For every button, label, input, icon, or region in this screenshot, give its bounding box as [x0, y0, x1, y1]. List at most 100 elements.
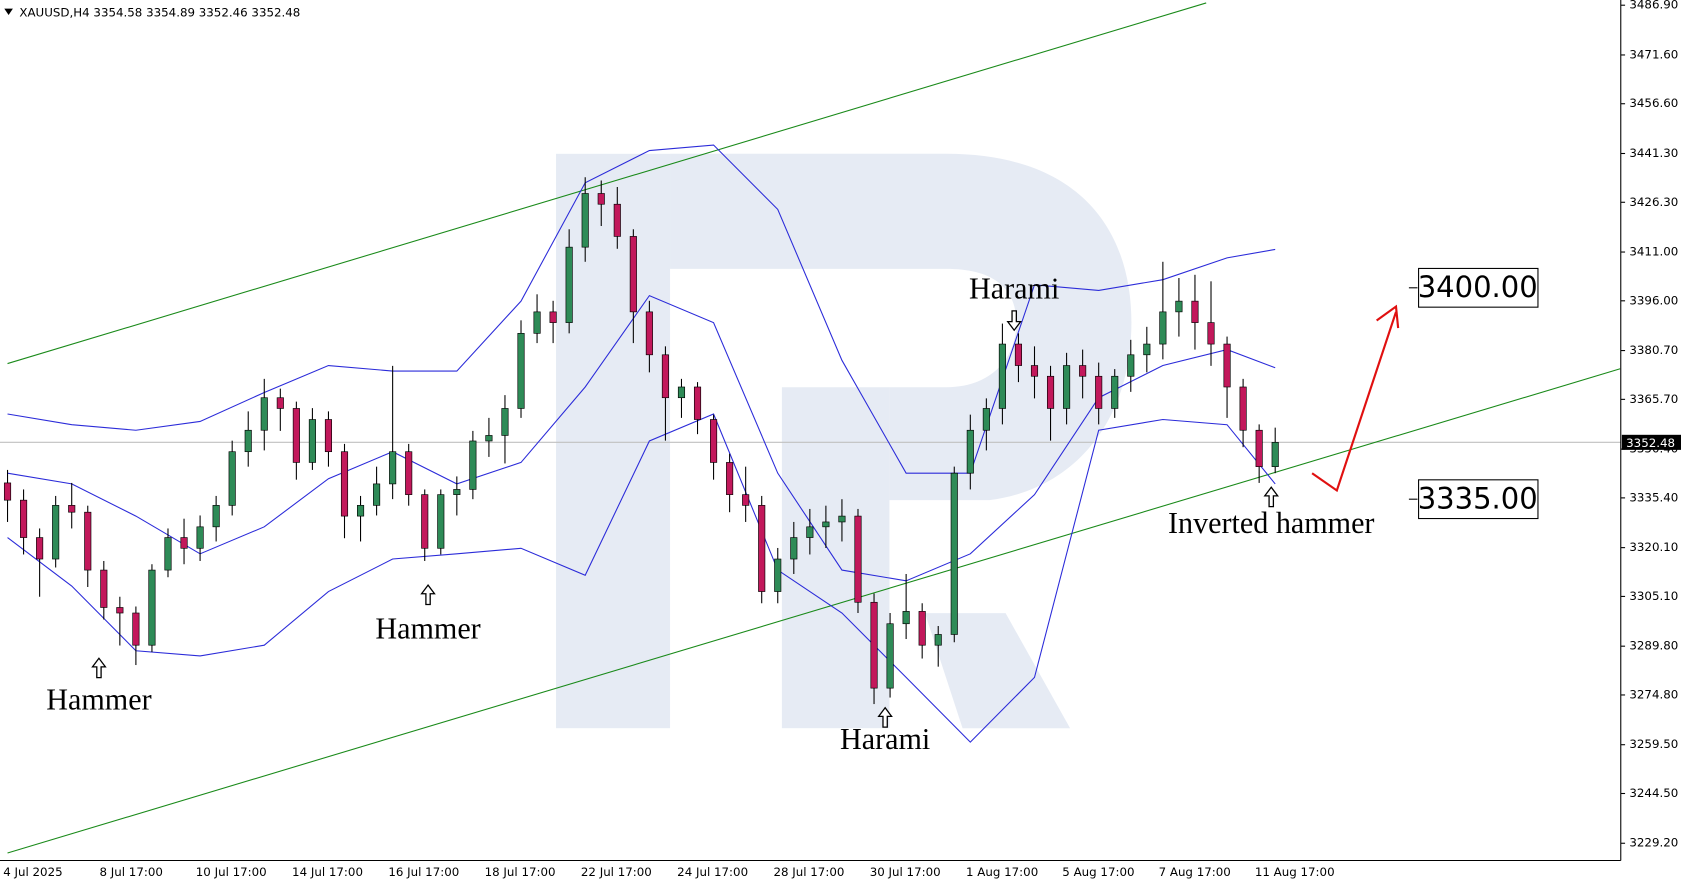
y-tick-label: 3396.00 — [1629, 293, 1678, 307]
candle-body — [1207, 322, 1215, 345]
pattern-label: Hammer — [375, 611, 480, 645]
candle-body — [421, 494, 429, 549]
candle-body — [1239, 386, 1247, 431]
current-price-box — [1621, 434, 1681, 450]
candle-body — [966, 429, 974, 474]
candle-body — [260, 397, 268, 431]
candle-body — [838, 515, 846, 523]
y-tick-label: 3441.30 — [1629, 146, 1678, 160]
y-tick-label: 3229.20 — [1629, 836, 1678, 850]
candle-body — [68, 505, 76, 513]
candle-body — [52, 505, 60, 560]
candle-body — [565, 246, 573, 323]
x-tick-label: 18 Jul 17:00 — [485, 865, 556, 879]
candle-body — [854, 515, 862, 603]
candle-body — [1127, 354, 1135, 377]
pattern-arrows — [91, 310, 1279, 728]
candle-body — [774, 558, 782, 592]
candle-body — [1191, 300, 1199, 323]
y-tick-label: 3320.10 — [1629, 540, 1678, 554]
candle-body — [308, 419, 316, 463]
candle-body — [629, 236, 637, 313]
y-tick-label: 3289.80 — [1629, 639, 1678, 653]
candle-body — [148, 569, 156, 646]
y-tick-label: 3305.10 — [1629, 589, 1678, 603]
candle-body — [228, 451, 236, 506]
candle-body — [453, 489, 461, 495]
candle-body — [742, 494, 750, 506]
y-tick-label: 3259.50 — [1629, 737, 1678, 751]
y-tick-label: 3244.50 — [1629, 786, 1678, 800]
candle-body — [950, 472, 958, 635]
candle-body — [982, 408, 990, 431]
pattern-label: Harami — [840, 722, 930, 756]
candle-body — [645, 311, 653, 356]
x-tick-label: 30 Jul 17:00 — [870, 865, 941, 879]
candle-body — [1063, 365, 1071, 409]
candle-body — [886, 623, 894, 689]
x-tick-label: 1 Aug 17:00 — [966, 865, 1038, 879]
x-tick-label: 22 Jul 17:00 — [581, 865, 652, 879]
candle-body — [276, 397, 284, 409]
header: XAUUSD,H4 3354.58 3354.89 3352.46 3352.4… — [19, 5, 300, 19]
candle-body — [710, 419, 718, 463]
candle-body — [806, 526, 814, 538]
y-tick-label: 3411.00 — [1629, 245, 1678, 259]
target-label: 3335.00 — [1418, 481, 1538, 515]
candle-body — [726, 462, 734, 495]
candle-body — [790, 537, 798, 560]
candle-body — [3, 482, 12, 501]
band-lower — [7, 413, 1276, 743]
y-tick-label: 3426.30 — [1629, 195, 1678, 209]
band-middle — [7, 294, 1276, 582]
current-price-label: 3352.48 — [1626, 436, 1675, 450]
pattern-label: Harami — [969, 271, 1059, 305]
candle-body — [292, 408, 300, 463]
candle-body — [180, 537, 188, 549]
y-tick-label: 3456.60 — [1629, 96, 1678, 110]
x-tick-label: 10 Jul 17:00 — [196, 865, 267, 879]
candle-body — [1271, 442, 1279, 467]
candle-body — [822, 521, 830, 528]
candle-body — [693, 386, 702, 420]
candle-body — [100, 569, 108, 608]
y-tick-label: 3380.70 — [1629, 343, 1678, 357]
candle-body — [340, 451, 349, 517]
candle-body — [36, 537, 44, 560]
channel-line — [7, 2, 1207, 365]
candle-body — [373, 483, 381, 506]
candle-body — [389, 451, 397, 485]
candle-body — [870, 601, 878, 689]
x-tick-label: 16 Jul 17:00 — [388, 865, 459, 879]
candle-body — [613, 203, 621, 237]
candle-body — [1014, 343, 1023, 366]
candle-body — [661, 354, 669, 399]
candle-body — [918, 611, 926, 646]
candle-body — [1111, 375, 1119, 409]
x-tick-label: 14 Jul 17:00 — [292, 865, 363, 879]
y-tick-label: 3365.70 — [1629, 392, 1678, 406]
candle-body — [324, 419, 333, 453]
candle-body — [549, 311, 557, 323]
candle-body — [20, 499, 28, 538]
candle-body — [357, 505, 365, 517]
x-tick-label: 8 Jul 17:00 — [100, 865, 163, 879]
candle-body — [517, 333, 525, 409]
candle-body — [501, 408, 509, 436]
candle-body — [116, 607, 124, 614]
y-tick-label: 3486.90 — [1629, 0, 1678, 12]
candle-body — [1079, 365, 1087, 377]
candle-body — [437, 494, 445, 549]
candle-body — [164, 537, 172, 571]
x-tick-label: 28 Jul 17:00 — [773, 865, 844, 879]
x-tick-label: 5 Aug 17:00 — [1062, 865, 1134, 879]
x-tick-label: 24 Jul 17:00 — [677, 865, 748, 879]
menu-triangle — [4, 8, 13, 16]
candle-body — [1030, 365, 1039, 377]
y-tick-label: 3471.60 — [1629, 47, 1678, 61]
pattern-label: Inverted hammer — [1168, 506, 1374, 540]
candle-body — [758, 505, 766, 592]
candle-body — [1095, 375, 1103, 409]
target-box — [1418, 267, 1539, 308]
